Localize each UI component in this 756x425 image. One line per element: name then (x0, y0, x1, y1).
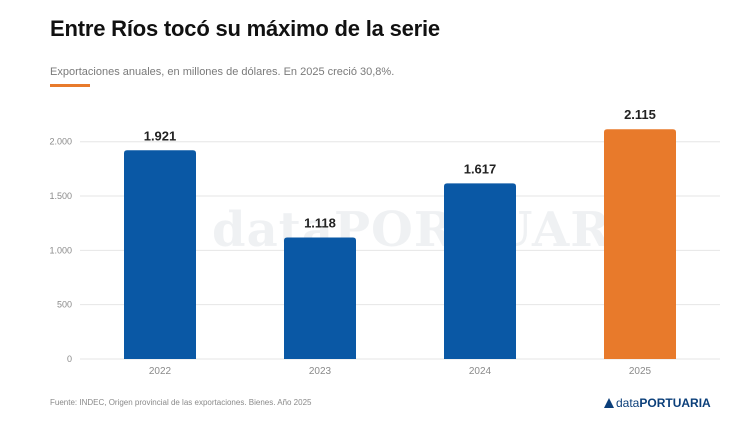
source-note: Fuente: INDEC, Origen provincial de las … (50, 398, 312, 407)
bar (604, 129, 676, 359)
bar (124, 150, 196, 359)
x-tick-label: 2022 (149, 366, 172, 377)
accent-line (50, 84, 90, 87)
chart-subtitle: Exportaciones anuales, en millones de dó… (50, 66, 395, 78)
data-label: 1.921 (144, 128, 177, 143)
y-tick-label: 0 (67, 354, 72, 364)
x-tick-label: 2024 (469, 366, 492, 377)
y-tick-label: 1.500 (49, 191, 72, 201)
bar (444, 183, 516, 359)
brand-logo: data PORTUARIA (604, 396, 711, 410)
logo-mark-icon (604, 398, 614, 408)
data-label: 1.617 (464, 161, 497, 176)
x-tick-label: 2025 (629, 366, 652, 377)
y-tick-label: 2.000 (49, 137, 72, 147)
logo-text-data: data (616, 396, 640, 410)
y-tick-label: 1.000 (49, 245, 72, 255)
bar (284, 237, 356, 359)
x-tick-label: 2023 (309, 366, 332, 377)
data-label: 1.118 (304, 216, 336, 231)
y-tick-label: 500 (57, 300, 72, 310)
chart-title: Entre Ríos tocó su máximo de la serie (50, 16, 440, 41)
data-label: 2.115 (624, 107, 656, 122)
logo-text-portuaria: PORTUARIA (639, 396, 711, 410)
